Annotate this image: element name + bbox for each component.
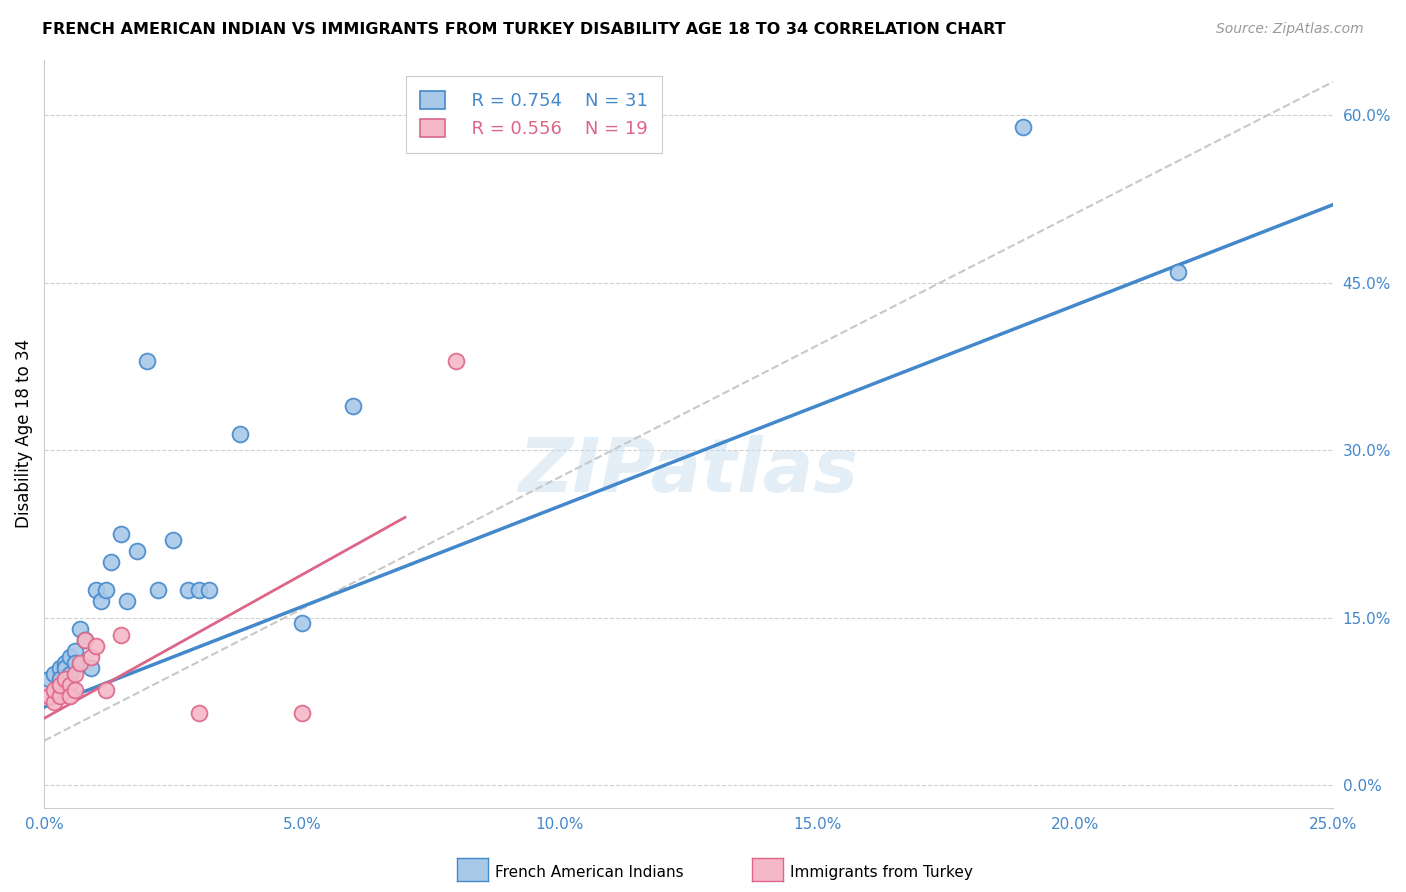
Text: Immigrants from Turkey: Immigrants from Turkey (790, 865, 973, 880)
Point (187, 582, 209, 597)
Point (59, 666, 82, 681)
Point (44, 683, 66, 698)
Point (59, 678, 82, 692)
Point (79, 649, 101, 664)
Point (115, 594, 138, 608)
Point (110, 527, 132, 541)
Point (48, 673, 70, 687)
Point (342, 399, 364, 413)
Point (291, 706, 314, 720)
Point (48, 689, 70, 703)
Point (229, 426, 252, 441)
Point (63, 683, 86, 698)
Point (59, 649, 82, 664)
Point (162, 533, 184, 547)
Text: ZIPatlas: ZIPatlas (519, 434, 859, 508)
Point (79, 661, 101, 675)
Point (136, 354, 159, 368)
Legend:   R = 0.754    N = 31,   R = 0.556    N = 19: R = 0.754 N = 31, R = 0.556 N = 19 (405, 76, 662, 153)
Point (110, 627, 132, 641)
Point (38, 689, 60, 703)
Point (177, 582, 200, 597)
Y-axis label: Disability Age 18 to 34: Disability Age 18 to 34 (15, 339, 32, 528)
Point (446, 354, 468, 368)
Point (1012, 120, 1035, 134)
Point (84, 639, 107, 653)
Point (94, 683, 117, 698)
Text: French American Indians: French American Indians (495, 865, 683, 880)
Point (69, 656, 91, 670)
Text: Source: ZipAtlas.com: Source: ZipAtlas.com (1216, 22, 1364, 37)
Point (146, 582, 169, 597)
Point (187, 706, 209, 720)
Point (90, 594, 112, 608)
Point (53, 661, 76, 675)
Point (44, 666, 66, 681)
Point (69, 622, 91, 636)
Point (100, 555, 122, 569)
Point (84, 582, 107, 597)
Point (48, 661, 70, 675)
Point (94, 582, 117, 597)
Point (1167, 265, 1189, 279)
Point (291, 616, 314, 631)
Point (53, 656, 76, 670)
Point (63, 656, 86, 670)
Point (53, 673, 76, 687)
Point (125, 544, 148, 558)
Point (198, 582, 221, 597)
Point (63, 666, 86, 681)
Point (44, 695, 66, 709)
Point (75, 633, 97, 648)
Point (75, 633, 97, 648)
Point (38, 673, 60, 687)
Point (63, 644, 86, 658)
Text: FRENCH AMERICAN INDIAN VS IMMIGRANTS FROM TURKEY DISABILITY AGE 18 TO 34 CORRELA: FRENCH AMERICAN INDIAN VS IMMIGRANTS FRO… (42, 22, 1005, 37)
Point (59, 689, 82, 703)
Point (48, 678, 70, 692)
